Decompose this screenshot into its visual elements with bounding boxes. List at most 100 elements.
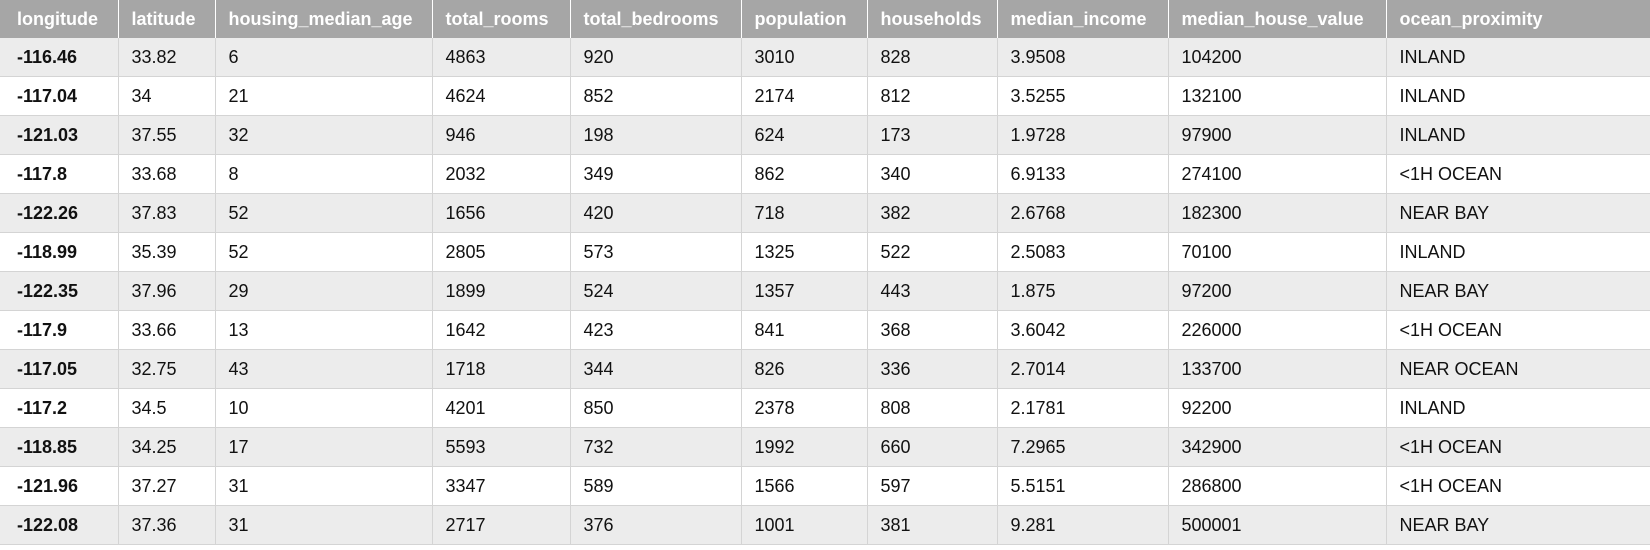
cell-housing-median-age: 52: [215, 193, 433, 233]
cell-total-rooms: 4624: [432, 76, 571, 116]
table-row: -116.46 33.82 6 4863 920 3010 828 3.9508 104200 I…: [0, 38, 1650, 77]
cell-longitude: -116.46: [0, 38, 119, 77]
table-row: -117.8 33.68 8 2032 349 862 340 6.9133 274100 <1H…: [0, 154, 1650, 194]
cell-households: 660: [867, 427, 998, 467]
table-row: -122.26 37.83 52 1656 420 718 382 2.6768 182300 N…: [0, 193, 1650, 233]
cell-longitude: -117.8: [0, 154, 119, 194]
cell-ocean-proximity: NEAR BAY: [1386, 271, 1650, 311]
cell-ocean-proximity: <1H OCEAN: [1386, 427, 1650, 467]
cell-latitude: 37.27: [118, 466, 216, 506]
cell-median-income: 2.5083: [997, 232, 1169, 272]
cell-median-income: 3.6042: [997, 310, 1169, 350]
cell-housing-median-age: 8: [215, 154, 433, 194]
cell-housing-median-age: 17: [215, 427, 433, 467]
header-row: longitude latitude housing_median_age to…: [0, 0, 1650, 38]
cell-latitude: 32.75: [118, 349, 216, 389]
cell-median-income: 2.7014: [997, 349, 1169, 389]
table-row: -118.85 34.25 17 5593 732 1992 660 7.2965 342900…: [0, 427, 1650, 467]
cell-longitude: -121.96: [0, 466, 119, 506]
cell-longitude: -122.35: [0, 271, 119, 311]
table-row: -122.08 37.36 31 2717 376 1001 381 9.281 500001 N…: [0, 505, 1650, 545]
cell-median-income: 7.2965: [997, 427, 1169, 467]
cell-median-house-value: 500001: [1168, 505, 1387, 545]
cell-longitude: -121.03: [0, 115, 119, 155]
cell-population: 3010: [741, 38, 868, 77]
cell-latitude: 34.5: [118, 388, 216, 428]
cell-housing-median-age: 6: [215, 38, 433, 77]
cell-latitude: 37.55: [118, 115, 216, 155]
cell-longitude: -117.9: [0, 310, 119, 350]
cell-median-house-value: 286800: [1168, 466, 1387, 506]
cell-total-bedrooms: 423: [570, 310, 742, 350]
cell-housing-median-age: 32: [215, 115, 433, 155]
cell-population: 2174: [741, 76, 868, 116]
cell-households: 597: [867, 466, 998, 506]
cell-ocean-proximity: INLAND: [1386, 232, 1650, 272]
cell-ocean-proximity: <1H OCEAN: [1386, 310, 1650, 350]
cell-latitude: 37.83: [118, 193, 216, 233]
column-header-households: households: [867, 0, 998, 38]
cell-households: 382: [867, 193, 998, 233]
cell-ocean-proximity: <1H OCEAN: [1386, 466, 1650, 506]
cell-median-house-value: 97900: [1168, 115, 1387, 155]
cell-latitude: 35.39: [118, 232, 216, 272]
cell-median-income: 3.5255: [997, 76, 1169, 116]
cell-total-rooms: 946: [432, 115, 571, 155]
cell-households: 828: [867, 38, 998, 77]
cell-total-rooms: 1642: [432, 310, 571, 350]
cell-total-bedrooms: 524: [570, 271, 742, 311]
cell-housing-median-age: 29: [215, 271, 433, 311]
cell-total-rooms: 3347: [432, 466, 571, 506]
cell-ocean-proximity: NEAR BAY: [1386, 193, 1650, 233]
column-header-longitude: longitude: [0, 0, 119, 38]
cell-total-rooms: 1899: [432, 271, 571, 311]
cell-total-rooms: 5593: [432, 427, 571, 467]
cell-population: 826: [741, 349, 868, 389]
cell-longitude: -118.85: [0, 427, 119, 467]
cell-total-rooms: 2717: [432, 505, 571, 545]
cell-latitude: 34.25: [118, 427, 216, 467]
cell-median-income: 3.9508: [997, 38, 1169, 77]
cell-households: 522: [867, 232, 998, 272]
cell-households: 336: [867, 349, 998, 389]
cell-median-income: 9.281: [997, 505, 1169, 545]
table-row: -121.96 37.27 31 3347 589 1566 597 5.5151 286800…: [0, 466, 1650, 506]
column-header-housing-median-age: housing_median_age: [215, 0, 433, 38]
table-row: -117.05 32.75 43 1718 344 826 336 2.7014 133700 N…: [0, 349, 1650, 389]
cell-households: 368: [867, 310, 998, 350]
cell-ocean-proximity: INLAND: [1386, 38, 1650, 77]
cell-total-bedrooms: 573: [570, 232, 742, 272]
cell-total-bedrooms: 589: [570, 466, 742, 506]
cell-total-bedrooms: 349: [570, 154, 742, 194]
cell-total-bedrooms: 376: [570, 505, 742, 545]
column-header-total-rooms: total_rooms: [432, 0, 571, 38]
cell-longitude: -122.26: [0, 193, 119, 233]
cell-ocean-proximity: <1H OCEAN: [1386, 154, 1650, 194]
cell-total-bedrooms: 850: [570, 388, 742, 428]
cell-median-house-value: 274100: [1168, 154, 1387, 194]
cell-ocean-proximity: INLAND: [1386, 388, 1650, 428]
table-row: -117.04 34 21 4624 852 2174 812 3.5255 132100 INL…: [0, 76, 1650, 116]
column-header-median-income: median_income: [997, 0, 1169, 38]
cell-total-bedrooms: 420: [570, 193, 742, 233]
cell-households: 812: [867, 76, 998, 116]
table-row: -117.2 34.5 10 4201 850 2378 808 2.1781 92200 INL…: [0, 388, 1650, 428]
cell-longitude: -122.08: [0, 505, 119, 545]
cell-median-house-value: 342900: [1168, 427, 1387, 467]
table-row: -118.99 35.39 52 2805 573 1325 522 2.5083 70100 I…: [0, 232, 1650, 272]
cell-ocean-proximity: NEAR BAY: [1386, 505, 1650, 545]
cell-median-house-value: 132100: [1168, 76, 1387, 116]
cell-households: 340: [867, 154, 998, 194]
cell-latitude: 34: [118, 76, 216, 116]
cell-housing-median-age: 31: [215, 505, 433, 545]
cell-population: 841: [741, 310, 868, 350]
cell-median-income: 2.1781: [997, 388, 1169, 428]
table-row: -122.35 37.96 29 1899 524 1357 443 1.875 97200 NE…: [0, 271, 1650, 311]
cell-population: 862: [741, 154, 868, 194]
cell-ocean-proximity: NEAR OCEAN: [1386, 349, 1650, 389]
cell-population: 624: [741, 115, 868, 155]
cell-population: 2378: [741, 388, 868, 428]
cell-total-rooms: 2805: [432, 232, 571, 272]
